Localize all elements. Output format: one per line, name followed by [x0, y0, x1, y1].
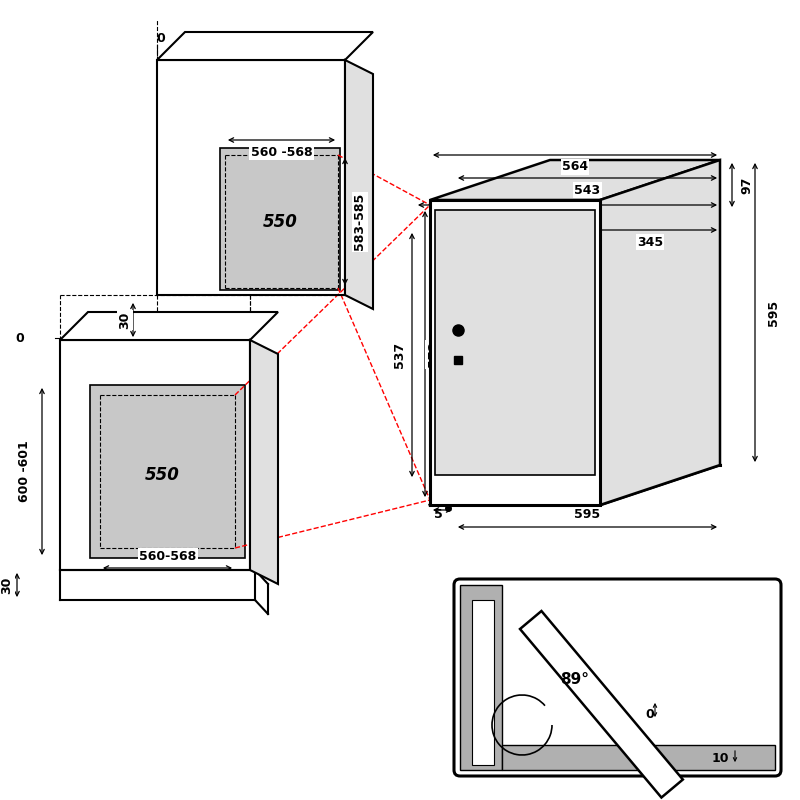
Text: 30: 30: [118, 311, 131, 329]
Bar: [502, 745, 775, 770]
Text: 458: 458: [617, 583, 643, 597]
Text: 30: 30: [1, 576, 14, 594]
Text: 546: 546: [554, 210, 581, 223]
Bar: [460, 585, 502, 770]
Text: 537: 537: [394, 342, 406, 368]
Text: 97: 97: [741, 176, 754, 194]
Text: 0: 0: [157, 31, 166, 45]
Text: 560 -568: 560 -568: [250, 146, 312, 158]
Polygon shape: [90, 385, 245, 558]
Text: 550: 550: [145, 466, 179, 484]
Text: 595: 595: [574, 509, 601, 522]
FancyBboxPatch shape: [520, 611, 683, 798]
Text: 0: 0: [16, 331, 24, 345]
Polygon shape: [250, 340, 278, 584]
Polygon shape: [435, 210, 595, 475]
Polygon shape: [345, 60, 373, 309]
Text: 600 -601: 600 -601: [18, 441, 30, 502]
Text: 345: 345: [637, 235, 663, 249]
Text: 5: 5: [434, 509, 442, 522]
Text: 89°: 89°: [560, 673, 589, 687]
Text: 550: 550: [262, 213, 298, 231]
Bar: [472, 600, 494, 765]
Polygon shape: [157, 32, 373, 60]
Text: 20: 20: [434, 491, 451, 505]
Text: 583-585: 583-585: [354, 193, 366, 250]
Text: 564: 564: [562, 161, 588, 174]
Text: 595: 595: [766, 299, 779, 326]
Text: 543: 543: [574, 183, 601, 197]
Polygon shape: [430, 160, 720, 200]
Polygon shape: [600, 160, 720, 505]
FancyBboxPatch shape: [454, 579, 781, 776]
Text: 10: 10: [711, 751, 729, 765]
Polygon shape: [220, 148, 340, 290]
Text: 0: 0: [646, 709, 654, 722]
Text: 18: 18: [434, 211, 451, 225]
Text: 572: 572: [426, 341, 439, 367]
Text: 560-568: 560-568: [139, 550, 196, 562]
Polygon shape: [60, 312, 278, 340]
Polygon shape: [430, 200, 600, 505]
